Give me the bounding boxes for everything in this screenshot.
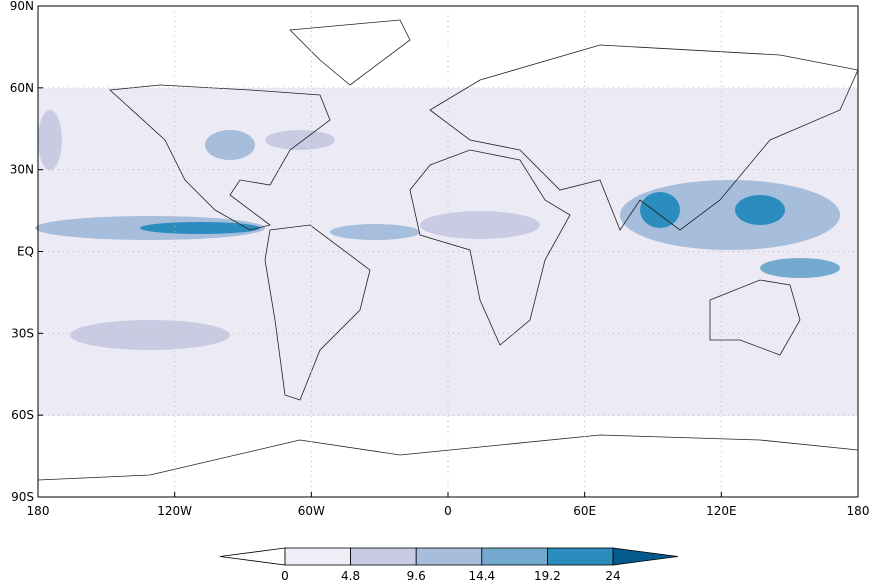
colorbar-label: 19.2 (534, 569, 561, 582)
colorbar: 0 4.8 9.6 14.4 19.2 24 (219, 547, 679, 583)
colorbar-under-triangle (219, 547, 286, 566)
lat-tick-label: 30N (10, 163, 34, 177)
coastlines (37, 19, 859, 481)
lat-tick-label: 30S (11, 326, 34, 340)
lat-tick-label: 90S (11, 490, 34, 504)
lon-tick-label: 120W (157, 504, 192, 518)
lon-tick-label: 60W (298, 504, 325, 518)
lon-tick-label: 60E (573, 504, 596, 518)
lon-tick-label: 0 (444, 504, 452, 518)
lat-tick-label: 90N (10, 0, 34, 13)
lon-tick-label: 180 (847, 504, 870, 518)
colorbar-label: 24 (605, 569, 620, 582)
colorbar-box (415, 547, 483, 566)
colorbar-label: 9.6 (407, 569, 426, 582)
lat-tick-label: 60S (11, 408, 34, 422)
graticule (38, 6, 858, 497)
colorbar-box (284, 547, 351, 566)
colorbar-label: 14.4 (468, 569, 495, 582)
colorbar-box (481, 547, 548, 566)
rain-bands (35, 110, 840, 350)
colorbar-label: 4.8 (341, 569, 360, 582)
map-area (35, 5, 859, 498)
lon-tick-label: 120E (706, 504, 737, 518)
colorbar-label: 0 (281, 569, 289, 582)
colorbar-over-triangle (612, 547, 679, 566)
colorbar-box (547, 547, 614, 566)
lat-tick-label: 60N (10, 81, 34, 95)
lon-tick-label: 180 (27, 504, 50, 518)
colorbar-box (350, 547, 417, 566)
lat-tick-label: EQ (17, 245, 34, 259)
